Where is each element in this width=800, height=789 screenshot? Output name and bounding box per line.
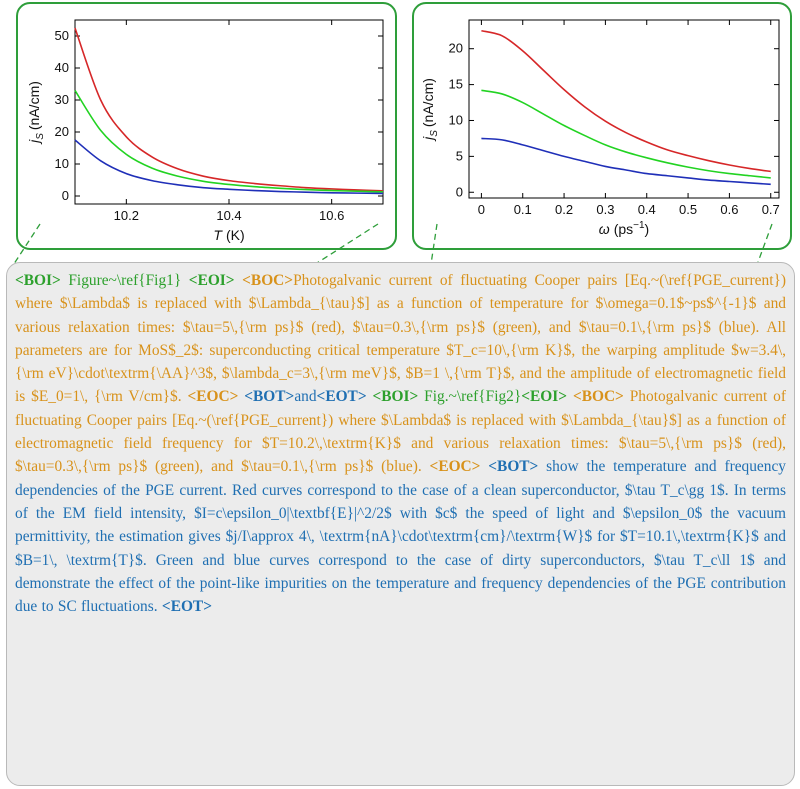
y-tick-label: 15: [449, 77, 463, 92]
y-axis-unit: (nA/cm): [26, 81, 42, 130]
y-tick-label: 30: [55, 92, 69, 107]
bot-tag-2: <BOT>: [488, 458, 539, 476]
y-axis-subscript: S: [429, 130, 440, 137]
y-tick-label: 0: [456, 184, 463, 199]
caption-box: <BOI> Figure~\ref{Fig1} <EOI> <BOC>Photo…: [6, 262, 795, 786]
y-tick-label: 50: [55, 28, 69, 43]
x-tick-label: 0.6: [720, 202, 738, 217]
series-line-2: [481, 137, 771, 186]
x-tick-label: 10.6: [319, 208, 344, 223]
y-axis-subscript: S: [35, 133, 46, 140]
boi-tag-2: <BOI>: [372, 388, 419, 406]
bot-tag: <BOT>: [244, 388, 295, 406]
boc-tag-2: <BOC>: [572, 388, 624, 406]
y-tick-label: 0: [62, 188, 69, 203]
y-axis-title: jS (nA/cm): [26, 81, 46, 145]
x-axis-unit: (K): [226, 227, 245, 243]
y-axis-symbol: j: [420, 136, 436, 142]
eoi-tag-2: <EOI>: [521, 388, 568, 406]
series-line-2: [74, 139, 384, 195]
plot-frame: [468, 19, 780, 199]
x-axis-unit: (ps: [614, 221, 633, 237]
x-tick-label: 0.3: [596, 202, 614, 217]
y-tick-label: 10: [449, 112, 463, 127]
eoi-tag: <EOI>: [188, 272, 235, 289]
x-axis-unit-close: ): [645, 221, 650, 237]
boc-tag: <BOC>: [242, 272, 294, 289]
x-tick-label: 0.1: [514, 202, 532, 217]
figure-1-ref: Figure~\ref{Fig1}: [60, 272, 189, 289]
series-line-1: [74, 89, 384, 193]
x-tick-label: 10.4: [216, 208, 241, 223]
body-text: show the temperature and frequency depen…: [15, 458, 786, 616]
eot-tag: <EOT>: [316, 388, 367, 406]
y-axis-title: jS (nA/cm): [420, 78, 440, 142]
y-tick-label: 20: [55, 124, 69, 139]
series-line-0: [481, 29, 771, 173]
y-tick-label: 10: [55, 156, 69, 171]
figure-1-panel: 10.2 10.4 10.6 0 10 20 30 40 50 T (K) jS (nA/cm): [16, 2, 397, 250]
boi-tag: <BOI>: [15, 272, 61, 289]
x-tick-label: 0.4: [638, 202, 656, 217]
x-tick-label: 0: [478, 202, 485, 217]
x-axis-unit-exponent: −1: [633, 220, 645, 231]
series-line-1: [481, 89, 771, 179]
x-tick-label: 10.2: [114, 208, 139, 223]
x-axis-title: T (K): [213, 227, 244, 243]
x-axis-symbol: ω: [599, 221, 610, 237]
frequency-chart: 0 0.1 0.2 0.3 0.4 0.5 0.6 0.7 0 5 10 15 20 ω (ps−1) jS (…: [420, 19, 780, 237]
temperature-chart: 10.2 10.4 10.6 0 10 20 30 40 50 T (K) jS (nA/cm): [26, 19, 384, 243]
x-axis-symbol: T: [213, 227, 223, 243]
y-axis-symbol: j: [26, 139, 42, 145]
eoc-tag-2: <EOC>: [429, 458, 481, 476]
connector-word: and: [294, 388, 317, 406]
y-tick-label: 20: [449, 41, 463, 56]
x-tick-label: 0.5: [679, 202, 697, 217]
figure-2-caption: Photogalvanic current of fluctuating Coo…: [15, 388, 786, 476]
y-tick-label: 5: [456, 148, 463, 163]
x-axis-title: ω (ps−1): [599, 220, 649, 237]
x-tick-label: 0.7: [762, 202, 780, 217]
eot-tag-2: <EOT>: [161, 598, 212, 616]
figure-1-caption: Photogalvanic current of fluctuating Coo…: [15, 272, 786, 406]
x-tick-label: 0.2: [555, 202, 573, 217]
plot-frame: [74, 19, 384, 205]
y-axis-unit: (nA/cm): [420, 78, 436, 127]
figure-2-ref: Fig.~\ref{Fig2}: [418, 388, 522, 406]
figure-2-panel: 0 0.1 0.2 0.3 0.4 0.5 0.6 0.7 0 5 10 15 20 ω (ps−1) jS (…: [412, 2, 792, 250]
eoc-tag: <EOC>: [187, 388, 239, 406]
y-tick-label: 40: [55, 60, 69, 75]
series-line-0: [74, 27, 384, 192]
